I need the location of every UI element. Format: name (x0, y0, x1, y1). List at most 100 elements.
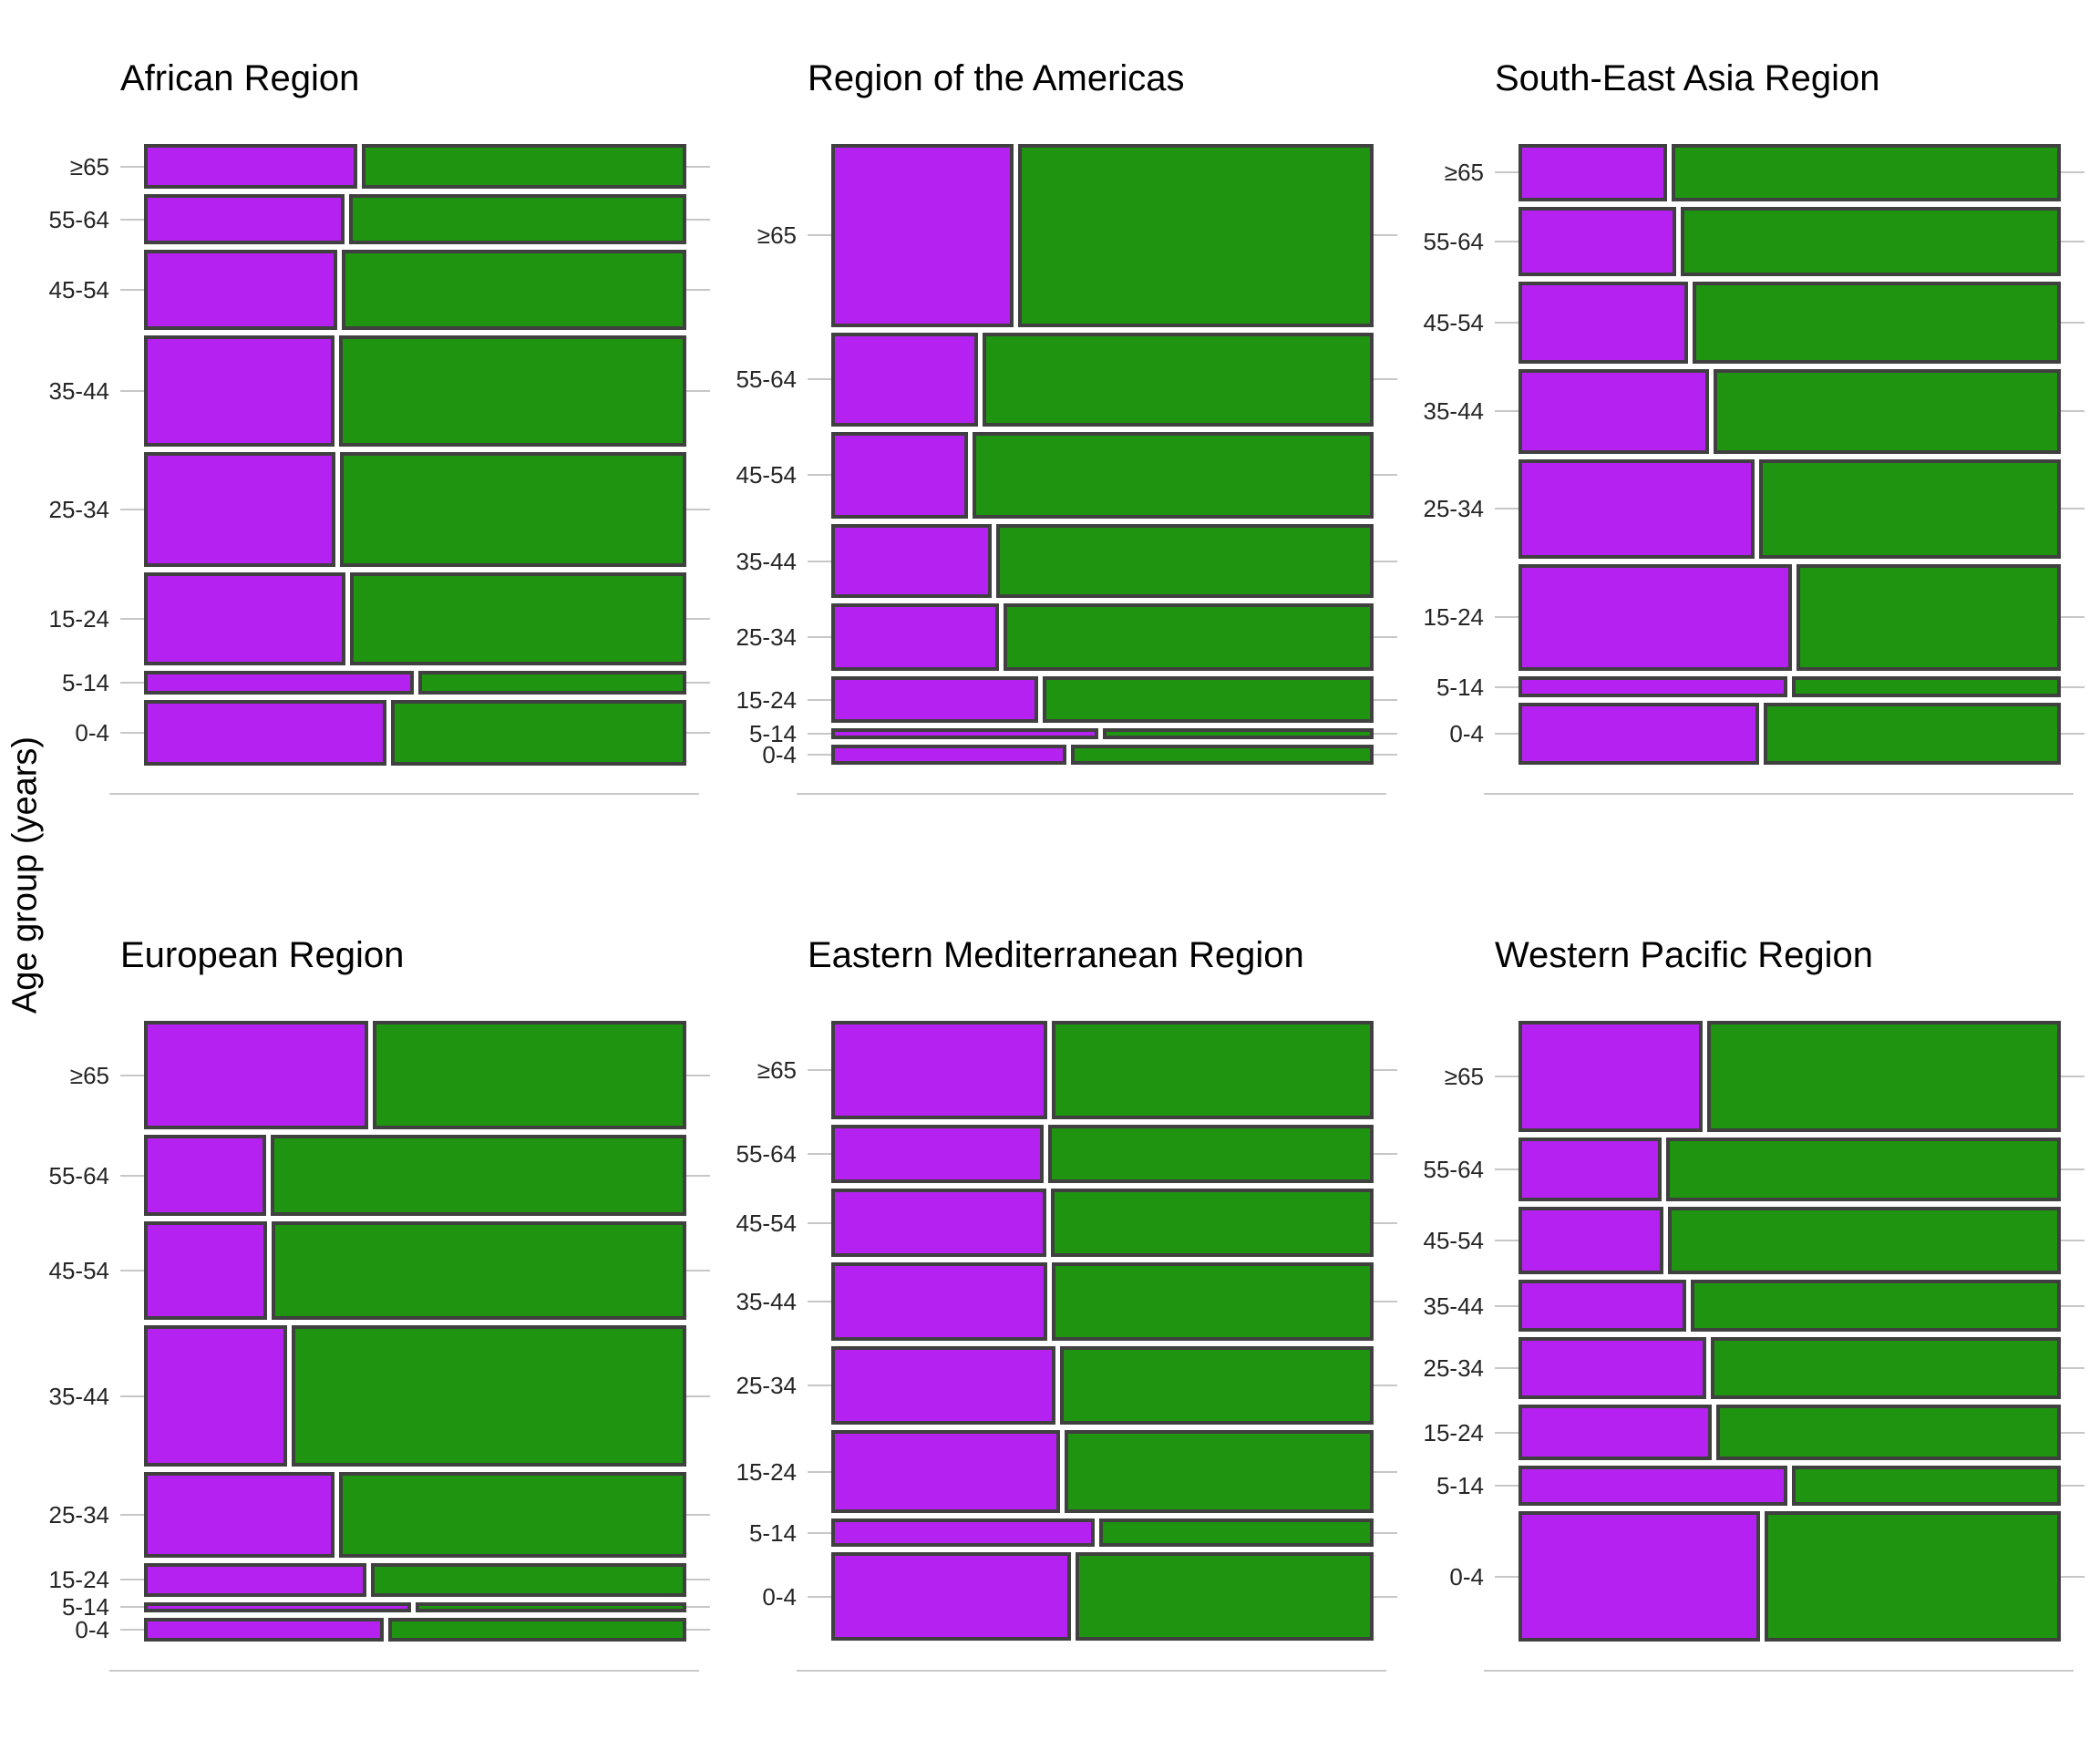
green-segment (1792, 676, 2061, 698)
left-tick-mark (797, 603, 831, 671)
right-tick-mark (686, 1472, 721, 1558)
chart-european-region: European Region ≥65 55-64 45-54 35-44 25-34 1… (18, 922, 710, 1706)
purple-segment (144, 1135, 266, 1216)
age-group-label: 5-14 (1436, 673, 1484, 701)
age-row: 35-44 (18, 335, 710, 448)
green-segment (371, 1562, 686, 1597)
left-tick-mark (1484, 1021, 1518, 1132)
age-row: 45-54 (705, 1188, 1397, 1258)
bar-area (831, 1021, 1374, 1119)
green-segment (1681, 206, 2061, 277)
age-row: 25-34 (705, 602, 1397, 671)
green-segment (388, 1617, 686, 1642)
age-row: 55-64 (18, 1135, 710, 1216)
bar-area (1518, 1405, 2061, 1461)
age-group-label: 0-4 (75, 718, 109, 746)
bar-area (831, 675, 1374, 724)
purple-segment (144, 1601, 411, 1612)
mosaic-rows: ≥65 55-64 45-54 35-44 25-34 15-24 5-14 0-4 (18, 1021, 710, 1643)
right-tick-mark (2061, 1280, 2095, 1332)
age-group-label: 45-54 (736, 461, 798, 489)
mosaic-rows: ≥65 55-64 45-54 35-44 25-34 15-24 5-14 0-4 (1393, 144, 2085, 765)
right-tick-mark (1374, 728, 1408, 739)
left-tick-mark (797, 1552, 831, 1641)
right-tick-mark (1374, 1346, 1408, 1425)
chart-african-region: African Region ≥65 55-64 45-54 35-44 25-34 15… (18, 46, 710, 829)
bar-area (1518, 563, 2061, 672)
right-tick-mark (2061, 1337, 2095, 1399)
green-segment (339, 452, 686, 568)
green-segment (972, 431, 1374, 520)
right-tick-mark (1374, 745, 1408, 765)
right-tick-mark (686, 1563, 721, 1597)
purple-segment (1518, 206, 1677, 277)
age-row: ≥65 (1393, 144, 2085, 201)
left-tick-mark (1484, 459, 1518, 559)
age-row: 35-44 (18, 1325, 710, 1467)
age-group-label: 45-54 (1423, 309, 1485, 336)
bar-area (144, 194, 686, 245)
green-segment (1102, 728, 1374, 739)
age-group-label: 35-44 (1423, 1292, 1485, 1320)
age-group-label: 25-34 (736, 623, 798, 651)
green-segment (1764, 703, 2061, 765)
green-segment (350, 572, 686, 665)
right-tick-mark (1374, 1021, 1408, 1119)
age-group-label: 55-64 (48, 205, 110, 233)
purple-segment (144, 1562, 367, 1597)
age-group-label: 0-4 (762, 1582, 797, 1611)
age-row: 45-54 (1393, 1207, 2085, 1275)
right-tick-mark (686, 1325, 721, 1467)
bar-area (831, 744, 1374, 765)
right-tick-mark (2061, 1466, 2095, 1506)
right-tick-mark (1374, 333, 1408, 427)
bar-area (831, 524, 1374, 598)
age-row: 25-34 (1393, 1337, 2085, 1400)
bar-area (831, 144, 1374, 327)
purple-segment (144, 335, 335, 448)
age-group-label: ≥65 (69, 152, 109, 180)
mosaic-rows: ≥65 55-64 45-54 35-44 25-34 15-24 5-14 0-4 (705, 144, 1397, 767)
purple-segment (831, 1430, 1060, 1513)
age-group-label: 45-54 (48, 1256, 110, 1284)
bar-area (831, 1518, 1374, 1548)
purple-segment (831, 524, 992, 598)
age-group-label: 25-34 (1423, 495, 1485, 523)
purple-segment (831, 1188, 1046, 1258)
bar-area (1518, 1138, 2061, 1202)
left-tick-mark (797, 728, 831, 739)
purple-segment (1518, 676, 1787, 698)
bar-area (1518, 703, 2061, 765)
age-row: 5-14 (1393, 1466, 2085, 1507)
green-segment (1707, 1021, 2061, 1133)
purple-segment (1518, 1280, 1687, 1333)
age-row: 5-14 (1393, 673, 2085, 701)
purple-segment (831, 431, 968, 520)
right-tick-mark (686, 700, 721, 766)
purple-segment (144, 1220, 267, 1321)
x-axis-line (797, 793, 1386, 795)
green-segment (1716, 1405, 2061, 1461)
green-segment (338, 335, 686, 448)
green-segment (1070, 744, 1374, 765)
age-row: 55-64 (18, 194, 710, 245)
left-tick-mark (797, 745, 831, 765)
purple-segment (831, 728, 1098, 739)
right-tick-mark (2061, 1207, 2095, 1274)
purple-segment (831, 675, 1039, 724)
bar-area (1518, 1021, 2061, 1133)
age-group-label: ≥65 (69, 1061, 109, 1089)
right-tick-mark (2061, 564, 2095, 672)
purple-segment (831, 1518, 1096, 1548)
bar-area (1518, 368, 2061, 455)
mosaic-rows: ≥65 55-64 45-54 35-44 25-34 15-24 5-14 0-4 (1393, 1021, 2085, 1642)
bar-area (831, 1262, 1374, 1341)
age-group-label: 0-4 (75, 1615, 109, 1643)
left-tick-mark (797, 1189, 831, 1257)
bar-area (1518, 144, 2061, 201)
purple-segment (144, 1617, 385, 1642)
purple-segment (1518, 1207, 1664, 1275)
right-tick-mark (686, 1021, 721, 1129)
bar-area (144, 670, 686, 695)
age-group-label: 25-34 (48, 1500, 110, 1529)
